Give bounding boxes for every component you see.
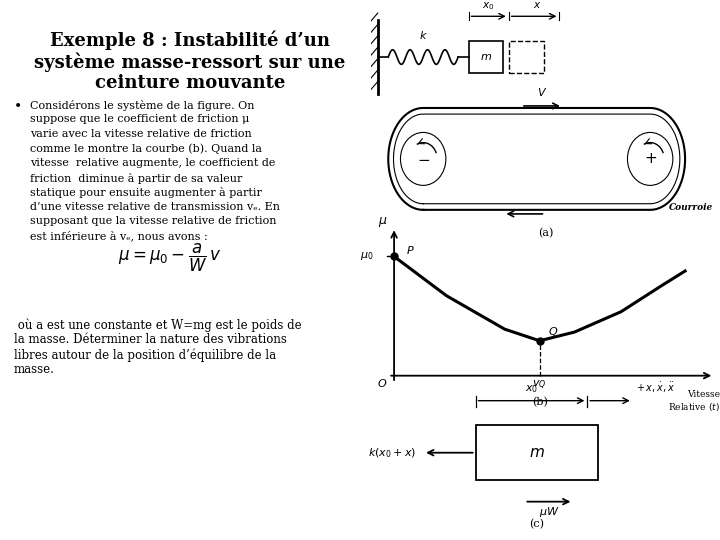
Text: où a est une constante et W=mg est le poids de: où a est une constante et W=mg est le po… — [14, 318, 302, 332]
Text: supposant que la vitesse relative de friction: supposant que la vitesse relative de fri… — [30, 216, 276, 226]
Text: suppose que le coefficient de friction μ: suppose que le coefficient de friction μ — [30, 114, 249, 125]
Text: (b): (b) — [531, 396, 547, 407]
Text: $\mu W$: $\mu W$ — [539, 505, 559, 519]
Text: $V$: $V$ — [537, 86, 547, 98]
Text: friction  diminue à partir de sa valeur: friction diminue à partir de sa valeur — [30, 172, 243, 184]
Text: $m$: $m$ — [480, 52, 492, 62]
Text: (c): (c) — [529, 519, 544, 530]
Text: $\mu_0$: $\mu_0$ — [360, 251, 374, 262]
Text: $+ \, x, \dot{x}, \ddot{x}$: $+ \, x, \dot{x}, \ddot{x}$ — [636, 381, 675, 395]
Text: vitesse  relative augmente, le coefficient de: vitesse relative augmente, le coefficien… — [30, 158, 275, 168]
Circle shape — [627, 132, 673, 185]
Text: comme le montre la courbe (b). Quand la: comme le montre la courbe (b). Quand la — [30, 144, 262, 154]
Text: $Q$: $Q$ — [549, 325, 559, 338]
Text: varie avec la vitesse relative de friction: varie avec la vitesse relative de fricti… — [30, 129, 252, 139]
Text: $x_0$: $x_0$ — [482, 0, 495, 12]
Text: $P$: $P$ — [406, 244, 415, 255]
Text: •: • — [14, 100, 22, 114]
Text: $\mu$: $\mu$ — [378, 215, 387, 230]
Text: Exemple 8 : Instabilité d’un: Exemple 8 : Instabilité d’un — [50, 30, 330, 50]
Text: (a): (a) — [538, 228, 553, 238]
Text: $-$: $-$ — [417, 151, 430, 166]
Text: masse.: masse. — [14, 363, 55, 376]
Text: est inférieure à vₑ, nous avons :: est inférieure à vₑ, nous avons : — [30, 231, 208, 241]
Bar — [475, 425, 598, 480]
Text: système masse-ressort sur une: système masse-ressort sur une — [35, 52, 346, 71]
Text: statique pour ensuite augmenter à partir: statique pour ensuite augmenter à partir — [30, 187, 262, 198]
Text: Vitesse
Relative $(t)$: Vitesse Relative $(t)$ — [668, 390, 720, 413]
Text: $O$: $O$ — [377, 377, 387, 389]
Text: $\mu = \mu_0 - \dfrac{a}{W}\,v$: $\mu = \mu_0 - \dfrac{a}{W}\,v$ — [118, 242, 222, 274]
Text: Considérons le système de la figure. On: Considérons le système de la figure. On — [30, 100, 254, 111]
Text: Courroie: Courroie — [669, 203, 713, 212]
Text: ceinture mouvante: ceinture mouvante — [95, 74, 285, 92]
Text: $v_Q$: $v_Q$ — [532, 379, 546, 392]
Circle shape — [400, 132, 446, 185]
Bar — [469, 40, 503, 73]
Text: $x$: $x$ — [534, 0, 541, 10]
Text: $k(x_0 + x)$: $k(x_0 + x)$ — [368, 446, 416, 460]
Text: la masse. Déterminer la nature des vibrations: la masse. Déterminer la nature des vibra… — [14, 333, 287, 346]
Text: $x_0$: $x_0$ — [525, 383, 538, 395]
Text: d’une vitesse relative de transmission vₑ. En: d’une vitesse relative de transmission v… — [30, 201, 280, 212]
Text: $+$: $+$ — [644, 151, 657, 166]
Text: $m$: $m$ — [528, 446, 544, 460]
Text: $k$: $k$ — [419, 29, 428, 40]
Bar — [509, 40, 544, 73]
Text: libres autour de la position d’équilibre de la: libres autour de la position d’équilibre… — [14, 348, 276, 361]
